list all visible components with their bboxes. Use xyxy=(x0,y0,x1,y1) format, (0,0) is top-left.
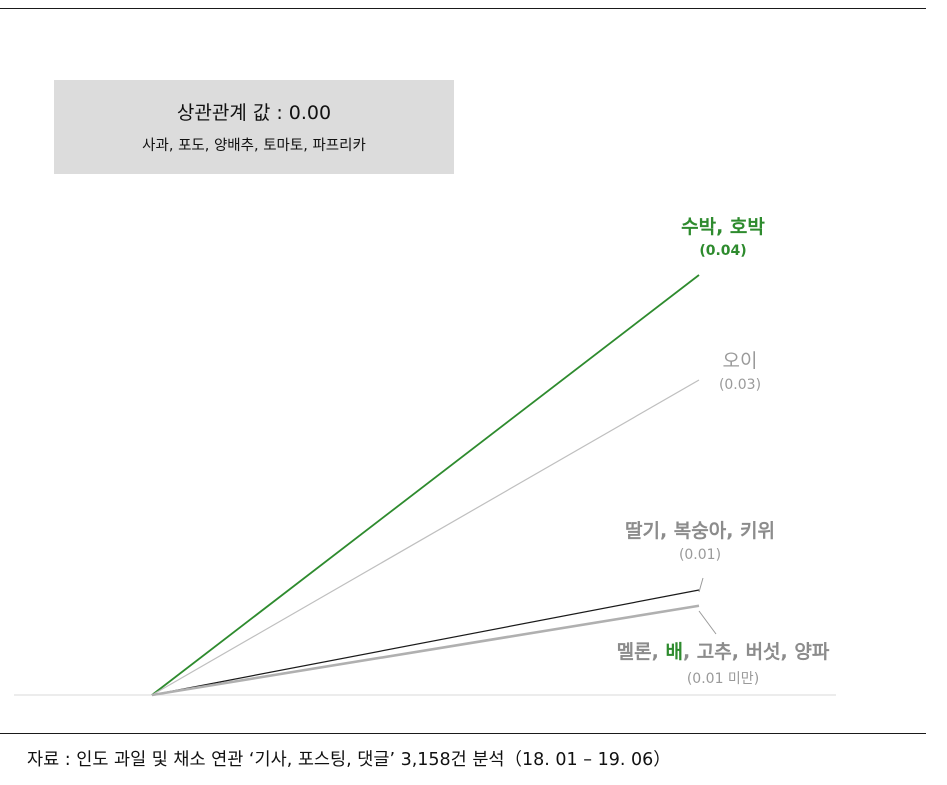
series-line-strawberry xyxy=(151,589,700,696)
leader-line-strawberry xyxy=(698,577,704,593)
label-cucumber: 오이 (0.03) xyxy=(620,346,860,393)
series-line-cucumber xyxy=(151,379,700,696)
series-name-part: , 고추, 버섯, 양파 xyxy=(682,641,830,663)
baseline-title: 상관관계 값 : 0.00 xyxy=(176,102,332,124)
baseline-items: 사과, 포도, 양배추, 토마토, 파프리카 xyxy=(142,138,366,154)
label-strawberry-peach-kiwi: 딸기, 복숭아, 키위 (0.01) xyxy=(580,516,820,563)
series-name: 수박, 호박 xyxy=(681,216,765,238)
top-rule xyxy=(0,8,926,9)
series-name: 멜론, 배, 고추, 버섯, 양파 xyxy=(578,637,868,664)
series-name: 딸기, 복숭아, 키위 xyxy=(624,520,776,542)
series-line-melon xyxy=(151,604,700,697)
label-melon-pear-pepper: 멜론, 배, 고추, 버섯, 양파 (0.01 미만) xyxy=(578,637,868,688)
baseline-info-box: 상관관계 값 : 0.00 사과, 포도, 양배추, 토마토, 파프리카 xyxy=(54,80,454,174)
series-name-part: 멜론, xyxy=(616,641,666,663)
source-note: 자료 : 인도 과일 및 채소 연관 ‘기사, 포스팅, 댓글’ 3,158건 … xyxy=(27,750,671,770)
series-value: (0.01) xyxy=(678,547,722,563)
series-value: (0.03) xyxy=(718,377,762,393)
series-name-highlight: 배 xyxy=(665,641,683,663)
series-name: 오이 xyxy=(722,350,758,372)
bottom-rule xyxy=(0,733,926,734)
leader-line-melon xyxy=(698,610,717,635)
label-watermelon-pumpkin: 수박, 호박 (0.04) xyxy=(603,212,843,259)
series-value: (0.04) xyxy=(699,243,747,259)
series-line-watermelon xyxy=(151,274,700,696)
series-value: (0.01 미만) xyxy=(686,671,760,687)
